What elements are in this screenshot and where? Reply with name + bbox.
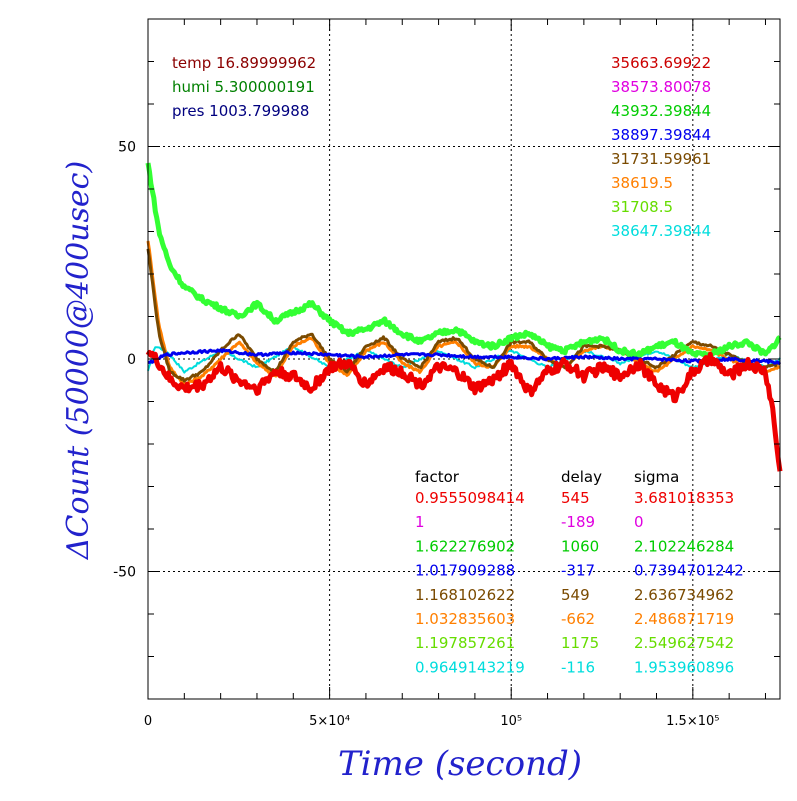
x-tick-label: 0 xyxy=(144,714,152,729)
table-cell-delay: -317 xyxy=(561,562,595,580)
series-line-6 xyxy=(145,349,783,472)
mean-value: 31731.59961 xyxy=(611,150,711,168)
x-tick-label: 5×10⁴ xyxy=(309,714,350,729)
table-header: factor xyxy=(415,468,460,486)
table-cell-factor: 0.9649143219 xyxy=(415,658,525,676)
table-cell-delay: 545 xyxy=(561,489,590,507)
table-header: delay xyxy=(561,468,602,486)
table-cell-sigma: 0.7394701242 xyxy=(634,562,744,580)
mean-value: 31708.5 xyxy=(611,198,673,216)
mean-value: 38573.80078 xyxy=(611,78,711,96)
table-cell-delay: 549 xyxy=(561,586,590,604)
labels-layer: 0 5×10⁴ 10⁵ 1.5×10⁵ 50 0 -50 xyxy=(113,140,719,730)
table-cell-factor: 0.9555098414 xyxy=(415,489,525,507)
table-cell-factor: 1 xyxy=(415,513,425,531)
ticks-layer xyxy=(148,19,780,699)
table-cell-factor: 1.197857261 xyxy=(415,634,515,652)
y-axis-title: ΔCount (50000@400usec) xyxy=(61,161,96,560)
table-cell-sigma: 2.636734962 xyxy=(634,586,734,604)
mean-value: 38619.5 xyxy=(611,174,673,192)
x-axis-title: Time (second) xyxy=(338,744,582,784)
table-cell-delay: -116 xyxy=(561,658,595,676)
annotation-layer: temp 16.89999962 humi 5.300000191 pres 100… xyxy=(172,54,744,676)
table-cell-sigma: 1.953960896 xyxy=(634,658,734,676)
table-cell-sigma: 3.681018353 xyxy=(634,489,734,507)
table-cell-factor: 1.622276902 xyxy=(415,537,515,555)
mean-value: 43932.39844 xyxy=(611,102,711,120)
table-cell-factor: 1.032835603 xyxy=(415,610,515,628)
env-label: temp 16.89999962 xyxy=(172,54,316,72)
y-tick-label: 50 xyxy=(118,140,136,156)
table-cell-delay: 1060 xyxy=(561,537,599,555)
env-label: humi 5.300000191 xyxy=(172,78,315,96)
series-line-4 xyxy=(145,162,782,359)
table-cell-sigma: 0 xyxy=(634,513,644,531)
table-cell-factor: 1.168102622 xyxy=(415,586,515,604)
table-cell-factor: 1.017909288 xyxy=(415,562,515,580)
x-tick-label: 10⁵ xyxy=(500,714,522,729)
table-cell-delay: -189 xyxy=(561,513,595,531)
table-cell-sigma: 2.549627542 xyxy=(634,634,734,652)
mean-value: 38897.39844 xyxy=(611,126,711,144)
y-tick-label: -50 xyxy=(113,565,136,581)
y-tick-label: 0 xyxy=(127,352,136,368)
table-header: sigma xyxy=(634,468,679,486)
table-cell-sigma: 2.486871719 xyxy=(634,610,734,628)
mean-value: 35663.69922 xyxy=(611,54,711,72)
x-tick-label: 1.5×10⁵ xyxy=(666,714,719,729)
series-layer xyxy=(145,162,783,472)
env-label: pres 1003.799988 xyxy=(172,102,309,120)
series-line-5 xyxy=(148,348,782,366)
table-cell-sigma: 2.102246284 xyxy=(634,537,734,555)
table-cell-delay: -662 xyxy=(561,610,595,628)
mean-value: 38647.39844 xyxy=(611,222,711,240)
table-cell-delay: 1175 xyxy=(561,634,599,652)
